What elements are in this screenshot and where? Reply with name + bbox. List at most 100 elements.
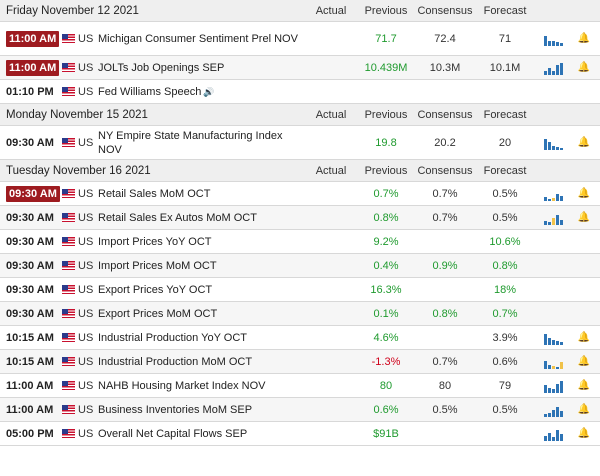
event-name[interactable]: Industrial Production YoY OCT [98, 331, 247, 344]
event-time: 09:30 AM [6, 307, 54, 320]
bell-icon[interactable]: 🔔 [577, 404, 591, 415]
event-name[interactable]: JOLTs Job Openings SEP [98, 61, 225, 74]
history-chart[interactable] [534, 235, 572, 249]
flag-cell [62, 357, 78, 366]
history-chart[interactable] [534, 259, 572, 273]
event-name[interactable]: Export Prices YoY OCT [98, 283, 213, 296]
day-header: Friday November 12 2021 Actual Previous Con… [0, 0, 600, 22]
event-row[interactable]: 01:10 PM US Fed Williams Speech 🔊 [0, 80, 600, 104]
event-name[interactable]: Business Inventories MoM SEP [98, 403, 253, 416]
alert-cell[interactable]: 🔔 [572, 137, 596, 148]
event-name-cell[interactable]: Overall Net Capital Flows SEP [98, 427, 304, 441]
alert-cell[interactable]: 🔔 [572, 404, 596, 415]
history-bar [551, 436, 555, 441]
col-previous-header: Previous [364, 164, 408, 177]
history-chart[interactable] [534, 427, 572, 441]
event-time: 09:30 AM [6, 259, 54, 272]
bell-icon[interactable]: 🔔 [577, 356, 591, 367]
history-chart[interactable] [534, 283, 572, 297]
bell-icon[interactable]: 🔔 [577, 188, 591, 199]
event-row[interactable]: 11:00 AM US Business Inventories MoM SEP 0.… [0, 398, 600, 422]
alert-cell[interactable]: 🔔 [572, 428, 596, 439]
bell-icon[interactable]: 🔔 [577, 137, 591, 148]
history-chart[interactable] [534, 379, 572, 393]
event-name-cell[interactable]: Fed Williams Speech 🔊 [98, 85, 304, 99]
event-row[interactable]: 09:30 AM US Export Prices YoY OCT 16.3% 18% [0, 278, 600, 302]
event-name-cell[interactable]: Michigan Consumer Sentiment Prel NOV [98, 32, 304, 46]
history-chart[interactable] [534, 307, 572, 321]
bell-icon[interactable]: 🔔 [577, 212, 591, 223]
event-name-cell[interactable]: Industrial Production MoM OCT [98, 355, 304, 369]
event-name[interactable]: Export Prices MoM OCT [98, 307, 218, 320]
event-name[interactable]: Michigan Consumer Sentiment Prel NOV [98, 32, 298, 45]
event-name-cell[interactable]: Import Prices YoY OCT [98, 235, 304, 249]
event-name[interactable]: Overall Net Capital Flows SEP [98, 427, 248, 440]
event-forecast: 10.6% [489, 235, 521, 248]
event-name-cell[interactable]: JOLTs Job Openings SEP [98, 61, 304, 75]
event-name-cell[interactable]: Retail Sales MoM OCT [98, 187, 304, 201]
event-row[interactable]: 11:00 AM US Michigan Consumer Sentiment Pr… [0, 22, 600, 56]
alert-cell[interactable]: 🔔 [572, 332, 596, 343]
event-name[interactable]: NY Empire State Manufacturing Index NOV [98, 129, 283, 156]
history-chart[interactable] [534, 355, 572, 369]
event-row[interactable]: 10:15 AM US Industrial Production MoM OCT -… [0, 350, 600, 374]
event-name-cell[interactable]: NY Empire State Manufacturing Index NOV [98, 129, 304, 157]
event-name-cell[interactable]: Import Prices MoM OCT [98, 259, 304, 273]
flag-cell [62, 34, 78, 43]
event-row[interactable]: 09:30 AM US NY Empire State Manufacturing … [0, 126, 600, 160]
event-time: 09:30 AM [6, 235, 54, 248]
event-consensus: 20.2 [434, 136, 456, 149]
event-row[interactable]: 10:15 AM US Industrial Production YoY OCT 4… [0, 326, 600, 350]
event-row[interactable]: 09:30 AM US Export Prices MoM OCT 0.1% 0.8% 0… [0, 302, 600, 326]
event-consensus: 72.4 [434, 32, 456, 45]
bell-icon[interactable]: 🔔 [577, 428, 591, 439]
history-bar [559, 380, 563, 393]
col-previous-header: Previous [364, 4, 408, 17]
history-chart[interactable] [534, 211, 572, 225]
alert-cell[interactable]: 🔔 [572, 380, 596, 391]
event-name[interactable]: Fed Williams Speech [98, 85, 202, 98]
history-bar [551, 197, 555, 201]
event-time-cell: 11:00 AM [0, 59, 62, 76]
alert-cell[interactable]: 🔔 [572, 356, 596, 367]
event-name[interactable]: Industrial Production MoM OCT [98, 355, 253, 368]
event-name[interactable]: Import Prices MoM OCT [98, 259, 217, 272]
alert-cell[interactable]: 🔔 [572, 212, 596, 223]
event-name-cell[interactable]: Export Prices YoY OCT [98, 283, 304, 297]
event-name-cell[interactable]: Business Inventories MoM SEP [98, 403, 304, 417]
bell-icon[interactable]: 🔔 [577, 33, 591, 44]
alert-cell[interactable]: 🔔 [572, 33, 596, 44]
history-chart[interactable] [534, 136, 572, 150]
event-row[interactable]: 09:30 AM US Import Prices YoY OCT 9.2% 10.6% [0, 230, 600, 254]
event-name[interactable]: Retail Sales MoM OCT [98, 187, 211, 200]
bell-icon[interactable]: 🔔 [577, 332, 591, 343]
history-bar [543, 435, 547, 441]
history-chart[interactable] [534, 61, 572, 75]
us-flag-icon [62, 429, 75, 438]
history-chart[interactable] [534, 331, 572, 345]
history-chart[interactable] [534, 85, 572, 99]
event-row[interactable]: 11:00 AM US JOLTs Job Openings SEP 10.439M 1… [0, 56, 600, 80]
event-name-cell[interactable]: Retail Sales Ex Autos MoM OCT [98, 211, 304, 225]
event-name-cell[interactable]: Export Prices MoM OCT [98, 307, 304, 321]
bell-icon[interactable]: 🔔 [577, 62, 591, 73]
event-name-cell[interactable]: NAHB Housing Market Index NOV [98, 379, 304, 393]
event-name[interactable]: NAHB Housing Market Index NOV [98, 379, 266, 392]
event-row[interactable]: 11:00 AM US NAHB Housing Market Index NOV 8… [0, 374, 600, 398]
history-chart[interactable] [534, 32, 572, 46]
event-name-cell[interactable]: Industrial Production YoY OCT [98, 331, 304, 345]
history-chart[interactable] [534, 187, 572, 201]
history-chart[interactable] [534, 403, 572, 417]
flag-cell [62, 309, 78, 318]
event-row[interactable]: 09:30 AM US Import Prices MoM OCT 0.4% 0.9% 0… [0, 254, 600, 278]
col-consensus-header: Consensus [417, 164, 473, 177]
event-previous: 0.7% [373, 187, 399, 200]
event-row[interactable]: 05:00 PM US Overall Net Capital Flows SEP $… [0, 422, 600, 446]
event-name[interactable]: Import Prices YoY OCT [98, 235, 212, 248]
bell-icon[interactable]: 🔔 [577, 380, 591, 391]
event-row[interactable]: 09:30 AM US Retail Sales Ex Autos MoM OCT 0… [0, 206, 600, 230]
alert-cell[interactable]: 🔔 [572, 188, 596, 199]
alert-cell[interactable]: 🔔 [572, 62, 596, 73]
event-name[interactable]: Retail Sales Ex Autos MoM OCT [98, 211, 257, 224]
event-row[interactable]: 09:30 AM US Retail Sales MoM OCT 0.7% 0.7% 0.… [0, 182, 600, 206]
